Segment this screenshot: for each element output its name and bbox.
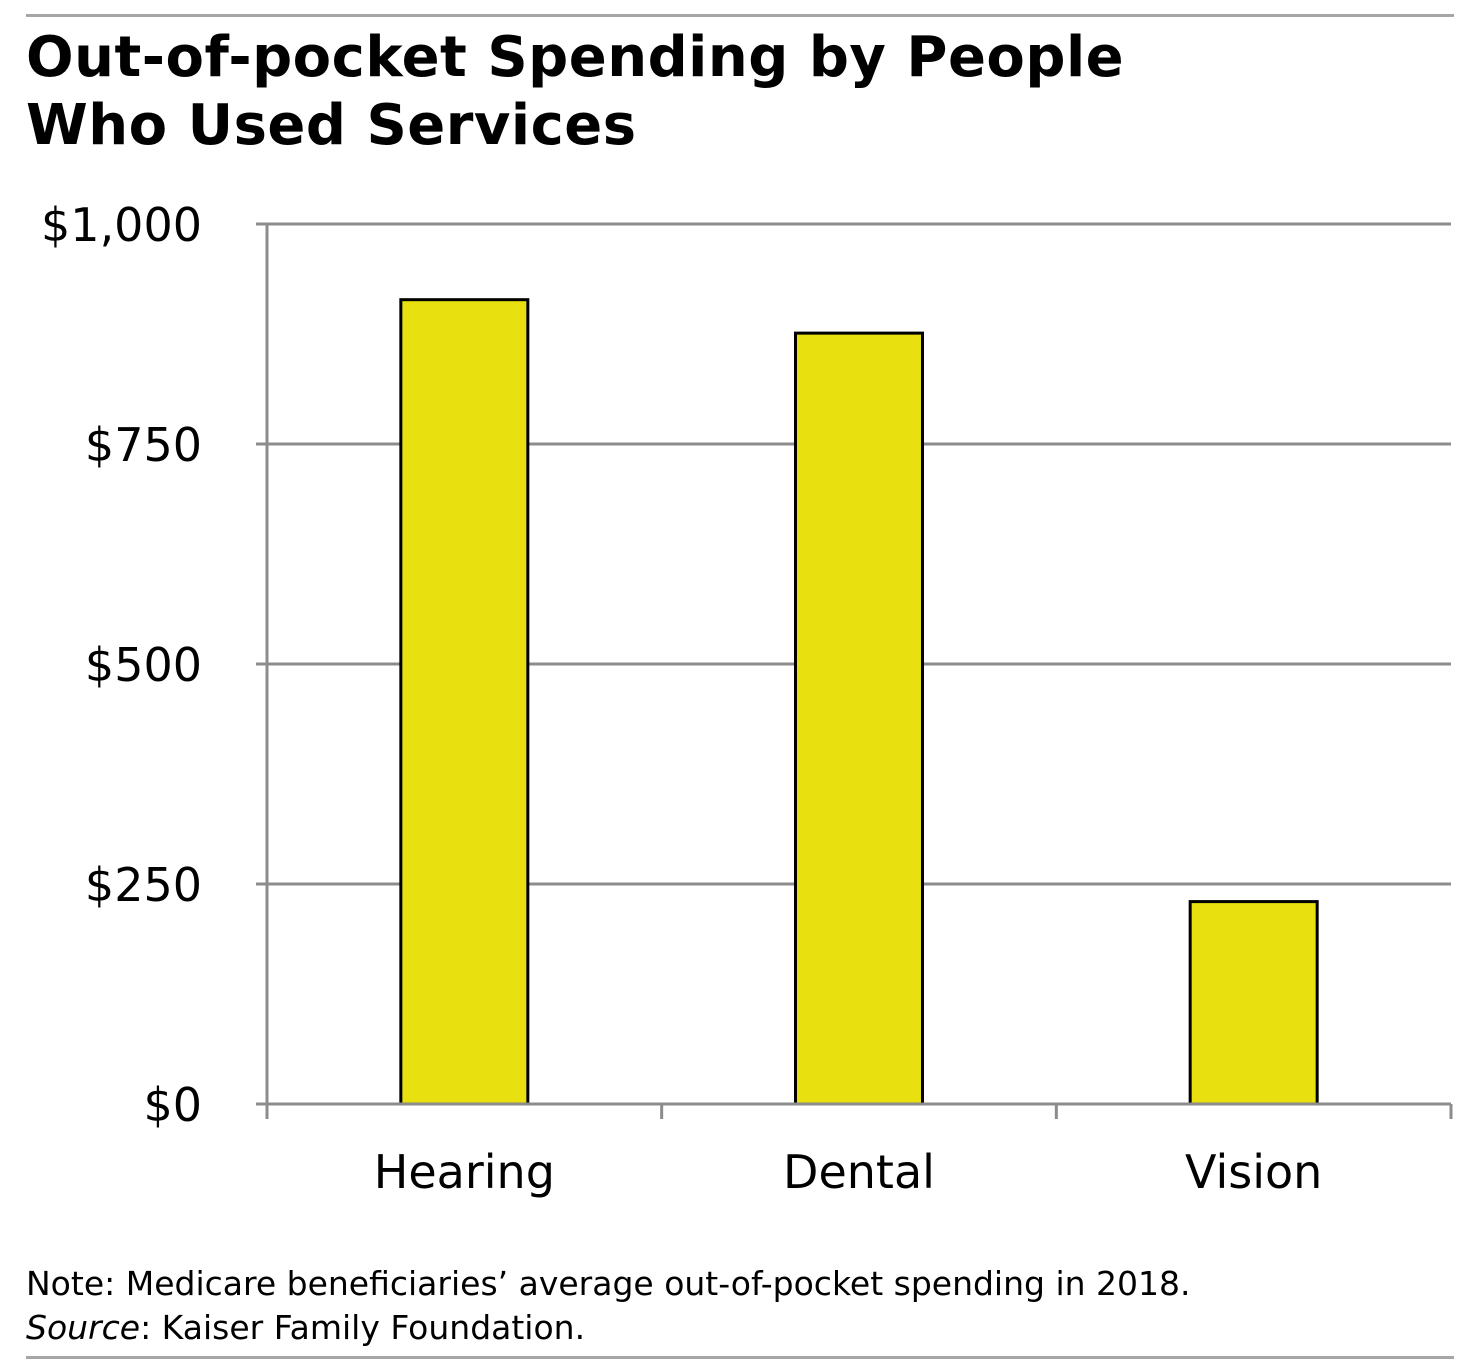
chart-title-line-1: Out-of-pocket Spending by People xyxy=(26,25,1125,90)
chart-title: Out-of-pocket Spending by People Who Use… xyxy=(26,24,1426,160)
x-tick-label: Dental xyxy=(783,1145,935,1199)
y-tick-label: $1,000 xyxy=(41,198,202,252)
x-tick-label: Hearing xyxy=(374,1145,555,1199)
y-tick-label: $750 xyxy=(85,418,202,472)
chart-title-line-2: Who Used Services xyxy=(26,93,637,158)
top-rule xyxy=(26,14,1454,17)
bar-hearing xyxy=(399,298,530,1106)
note-text: Note: Medicare beneficiaries’ average ou… xyxy=(26,1264,1191,1303)
y-tick-label: $500 xyxy=(85,638,202,692)
y-tick-label: $250 xyxy=(85,858,202,912)
chart-notes: Note: Medicare beneficiaries’ average ou… xyxy=(26,1262,1191,1350)
bar-dental xyxy=(794,331,924,1106)
x-tick-label: Vision xyxy=(1185,1145,1322,1199)
bottom-rule xyxy=(26,1356,1454,1359)
source-line: Source: Kaiser Family Foundation. xyxy=(26,1306,1191,1350)
source-label: Source xyxy=(26,1308,141,1347)
bar-vision xyxy=(1188,900,1319,1106)
y-tick-label: $0 xyxy=(143,1078,202,1132)
source-text: : Kaiser Family Foundation. xyxy=(140,1308,586,1347)
